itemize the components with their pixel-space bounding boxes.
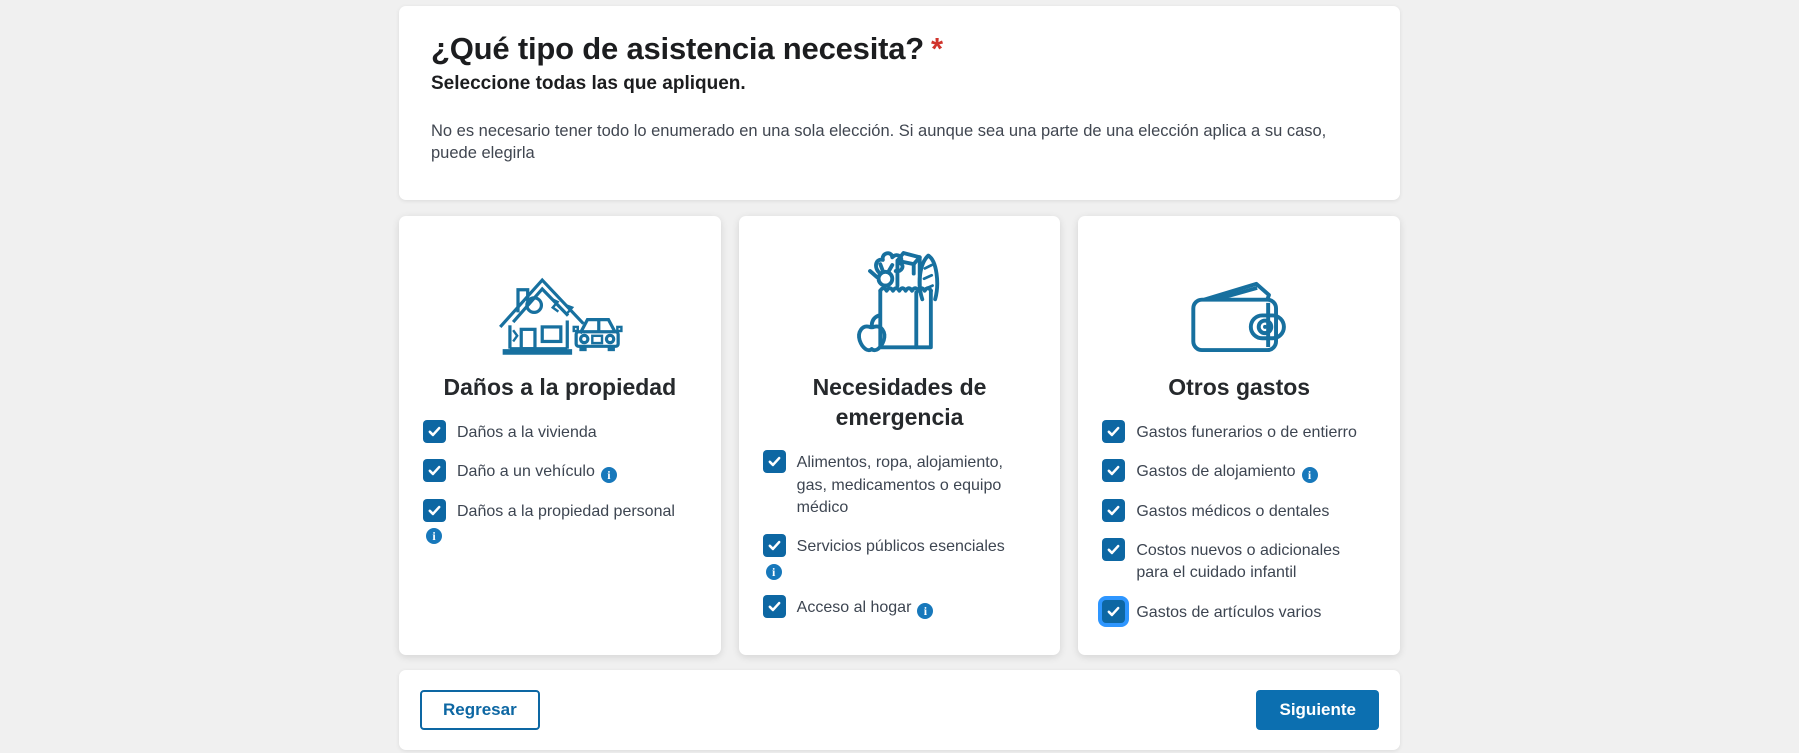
check-icon — [768, 601, 781, 611]
checkbox-label[interactable]: Costos nuevos o adicionales para el cuid… — [1136, 538, 1364, 585]
question-header-card: ¿Qué tipo de asistencia necesita? * Selec… — [399, 6, 1400, 200]
subtitle-bold: todas — [535, 73, 587, 94]
checkbox-home-damage[interactable] — [423, 419, 446, 443]
card-title-other-expenses: Otros gastos — [1168, 373, 1311, 400]
assistance-form: ¿Qué tipo de asistencia necesita? * Selec… — [399, 0, 1401, 750]
checkbox-label-text[interactable]: Acceso al hogar — [796, 598, 912, 616]
checkbox-row-vehicle-damage[interactable]: Daño a un vehículo i — [423, 459, 697, 484]
info-icon[interactable]: i — [600, 467, 617, 484]
checkbox-row-funeral-expenses[interactable]: Gastos funerarios o de entierro — [1102, 419, 1376, 444]
checkbox-label-text[interactable]: Gastos funerarios o de entierro — [1136, 423, 1357, 441]
card-property-damage: Daños a la propiedad Daños a la vivienda… — [399, 215, 721, 655]
grocery-bag-icon — [763, 244, 1037, 356]
checkbox-label[interactable]: Servicios públicos esenciales — [797, 534, 1005, 558]
checkbox-row-personal-property-damage[interactable]: Daños a la propiedad personal — [423, 498, 697, 523]
card-title-emergency-needs: Necesidades de emergencia — [812, 373, 987, 430]
check-icon — [1107, 505, 1120, 515]
wallet-icon — [1102, 244, 1376, 356]
checkbox-lodging-expenses[interactable] — [1102, 459, 1126, 483]
checkbox-row-medical-dental[interactable]: Gastos médicos o dentales — [1102, 498, 1376, 523]
checkbox-label[interactable]: Alimentos, ropa, alojamiento, gas, medic… — [797, 450, 1025, 519]
page-title-text: ¿Qué tipo de asistencia necesita? — [431, 31, 925, 66]
next-button[interactable]: Siguiente — [1256, 689, 1379, 730]
check-icon — [428, 426, 441, 437]
check-icon — [428, 505, 441, 515]
checkbox-personal-property-damage[interactable] — [423, 498, 446, 522]
info-icon[interactable]: i — [1301, 467, 1318, 484]
checkbox-row-essential-utilities[interactable]: Servicios públicos esenciales — [762, 534, 1037, 558]
check-icon — [768, 541, 781, 551]
checkbox-label[interactable]: Daños a la propiedad personal — [457, 499, 675, 523]
card-other-expenses: Otros gastos Gastos funerarios o de enti… — [1078, 215, 1401, 655]
checkbox-label-text[interactable]: Gastos de alojamiento — [1136, 463, 1296, 481]
checkbox-row-home-damage[interactable]: Daños a la vivienda — [423, 419, 697, 444]
checkbox-row-home-access[interactable]: Acceso al hogar i — [762, 594, 1037, 619]
checkbox-label[interactable]: Gastos de artículos varios — [1136, 600, 1321, 624]
check-icon — [1107, 466, 1120, 476]
checkbox-label[interactable]: Daños a la vivienda — [457, 420, 597, 444]
checkbox-label-text[interactable]: Gastos médicos o dentales — [1136, 502, 1330, 520]
info-icon[interactable]: i — [765, 563, 782, 580]
info-below-personal-property: i — [426, 528, 697, 545]
checkbox-label-text[interactable]: Alimentos, ropa, alojamiento, gas, medic… — [796, 454, 1003, 517]
page-title: ¿Qué tipo de asistencia necesita? * — [431, 31, 1368, 67]
check-icon — [428, 466, 441, 476]
checkbox-food-clothing-shelter[interactable] — [762, 450, 786, 474]
back-button[interactable]: Regresar — [420, 689, 540, 730]
info-below-essential-utilities: i — [765, 563, 1037, 580]
check-icon — [1107, 544, 1120, 555]
checkbox-label-text[interactable]: Daños a la propiedad personal — [457, 502, 675, 520]
checkbox-childcare-costs[interactable] — [1102, 538, 1126, 562]
subtitle: Seleccione todas las que apliquen. — [431, 73, 1368, 95]
required-asterisk: * — [931, 31, 943, 66]
checkbox-label-text[interactable]: Costos nuevos o adicionales para el cuid… — [1136, 542, 1341, 582]
info-icon[interactable]: i — [426, 528, 442, 545]
assistance-categories: Daños a la propiedad Daños a la vivienda… — [399, 215, 1401, 655]
checkbox-label-text[interactable]: Gastos de artículos varios — [1136, 603, 1322, 621]
checkbox-row-miscellaneous-items[interactable]: Gastos de artículos varios — [1102, 599, 1376, 624]
checkbox-funeral-expenses[interactable] — [1102, 419, 1126, 443]
checkbox-row-lodging-expenses[interactable]: Gastos de alojamiento i — [1102, 459, 1376, 484]
checkbox-home-access[interactable] — [762, 594, 786, 618]
checkbox-label[interactable]: Gastos de alojamiento i — [1136, 459, 1318, 484]
checkbox-label[interactable]: Acceso al hogar i — [797, 595, 934, 619]
checkbox-row-childcare-costs[interactable]: Costos nuevos o adicionales para el cuid… — [1102, 538, 1376, 585]
checkbox-medical-dental[interactable] — [1102, 498, 1126, 522]
checkbox-label-text[interactable]: Daño a un vehículo — [457, 463, 595, 481]
checkbox-row-food-clothing-shelter[interactable]: Alimentos, ropa, alojamiento, gas, medic… — [762, 450, 1037, 519]
checkbox-label-text[interactable]: Daños a la vivienda — [457, 423, 597, 441]
subtitle-prefix: Seleccione — [431, 73, 536, 94]
checkbox-vehicle-damage[interactable] — [423, 459, 446, 483]
checkbox-label[interactable]: Daño a un vehículo i — [457, 459, 617, 484]
info-icon[interactable]: i — [917, 602, 934, 619]
subtitle-suffix: las que apliquen. — [586, 73, 746, 94]
instruction-note: No es necesario tener todo lo enumerado … — [431, 122, 1327, 163]
damaged-house-and-car-icon — [423, 244, 697, 356]
check-icon — [1107, 606, 1120, 617]
check-icon — [768, 457, 781, 467]
checkbox-label[interactable]: Gastos médicos o dentales — [1136, 499, 1329, 523]
checkbox-essential-utilities[interactable] — [762, 534, 786, 558]
form-navigation: Regresar Siguiente — [399, 669, 1400, 750]
card-title-property-damage: Daños a la propiedad — [443, 373, 677, 400]
checkbox-label[interactable]: Gastos funerarios o de entierro — [1136, 420, 1357, 444]
checkbox-label-text[interactable]: Servicios públicos esenciales — [796, 538, 1005, 556]
card-emergency-needs: Necesidades de emergencia Alimentos, rop… — [738, 215, 1061, 655]
checkbox-miscellaneous-items[interactable] — [1102, 599, 1126, 623]
check-icon — [1107, 426, 1120, 437]
